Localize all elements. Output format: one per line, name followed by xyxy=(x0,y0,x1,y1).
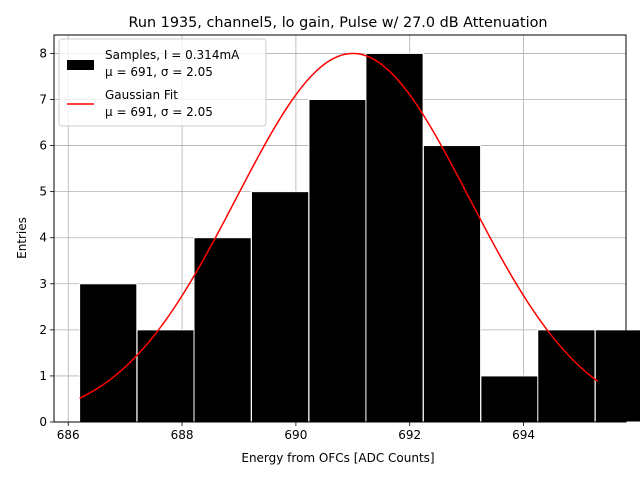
y-axis-label: Entries xyxy=(15,217,29,259)
histogram-bar xyxy=(422,145,482,423)
histogram-bar xyxy=(308,99,367,423)
histogram-bar xyxy=(79,283,138,423)
chart-title: Run 1935, channel5, lo gain, Pulse w/ 27… xyxy=(129,15,548,31)
gaussian-fit-curve xyxy=(79,52,598,399)
y-tick-label: 7 xyxy=(39,93,47,107)
x-tick-label: 690 xyxy=(284,428,307,442)
x-tick-label: 694 xyxy=(512,428,535,442)
y-tick-label: 0 xyxy=(39,415,47,429)
histogram-bar xyxy=(594,329,640,423)
x-axis-ticks: 686 688 690 692 694 xyxy=(57,422,535,442)
x-tick-label: 692 xyxy=(398,428,421,442)
legend-samples-stats: μ = 691, σ = 2.05 xyxy=(105,65,213,79)
y-tick-label: 4 xyxy=(39,231,47,245)
y-tick-label: 3 xyxy=(39,277,47,291)
y-tick-label: 8 xyxy=(39,46,47,60)
histogram-bars xyxy=(79,52,640,423)
histogram-bar xyxy=(480,375,539,423)
histogram-bar xyxy=(365,52,424,423)
legend-box xyxy=(58,38,267,127)
x-axis-label: Energy from OFCs [ADC Counts] xyxy=(241,451,434,465)
histogram-bar xyxy=(136,329,195,423)
y-tick-label: 1 xyxy=(39,369,47,383)
y-axis-ticks: 0 1 2 3 4 5 6 7 8 xyxy=(39,46,54,429)
legend-fit-label: Gaussian Fit xyxy=(105,88,178,102)
legend: Samples, I = 0.314mA μ = 691, σ = 2.05 G… xyxy=(58,38,267,127)
histogram-bar xyxy=(537,329,596,423)
y-tick-label: 2 xyxy=(39,323,47,337)
x-tick-label: 686 xyxy=(57,428,80,442)
gaussian-fit-line xyxy=(79,52,598,399)
legend-samples-swatch xyxy=(67,60,94,70)
y-tick-label: 5 xyxy=(39,185,47,199)
histogram-bar xyxy=(250,191,310,423)
histogram-bar xyxy=(193,237,252,423)
x-tick-label: 688 xyxy=(171,428,194,442)
y-tick-label: 6 xyxy=(39,139,47,153)
legend-fit-stats: μ = 691, σ = 2.05 xyxy=(105,105,213,119)
plot-frame xyxy=(53,34,627,423)
legend-samples-label: Samples, I = 0.314mA xyxy=(105,48,240,62)
